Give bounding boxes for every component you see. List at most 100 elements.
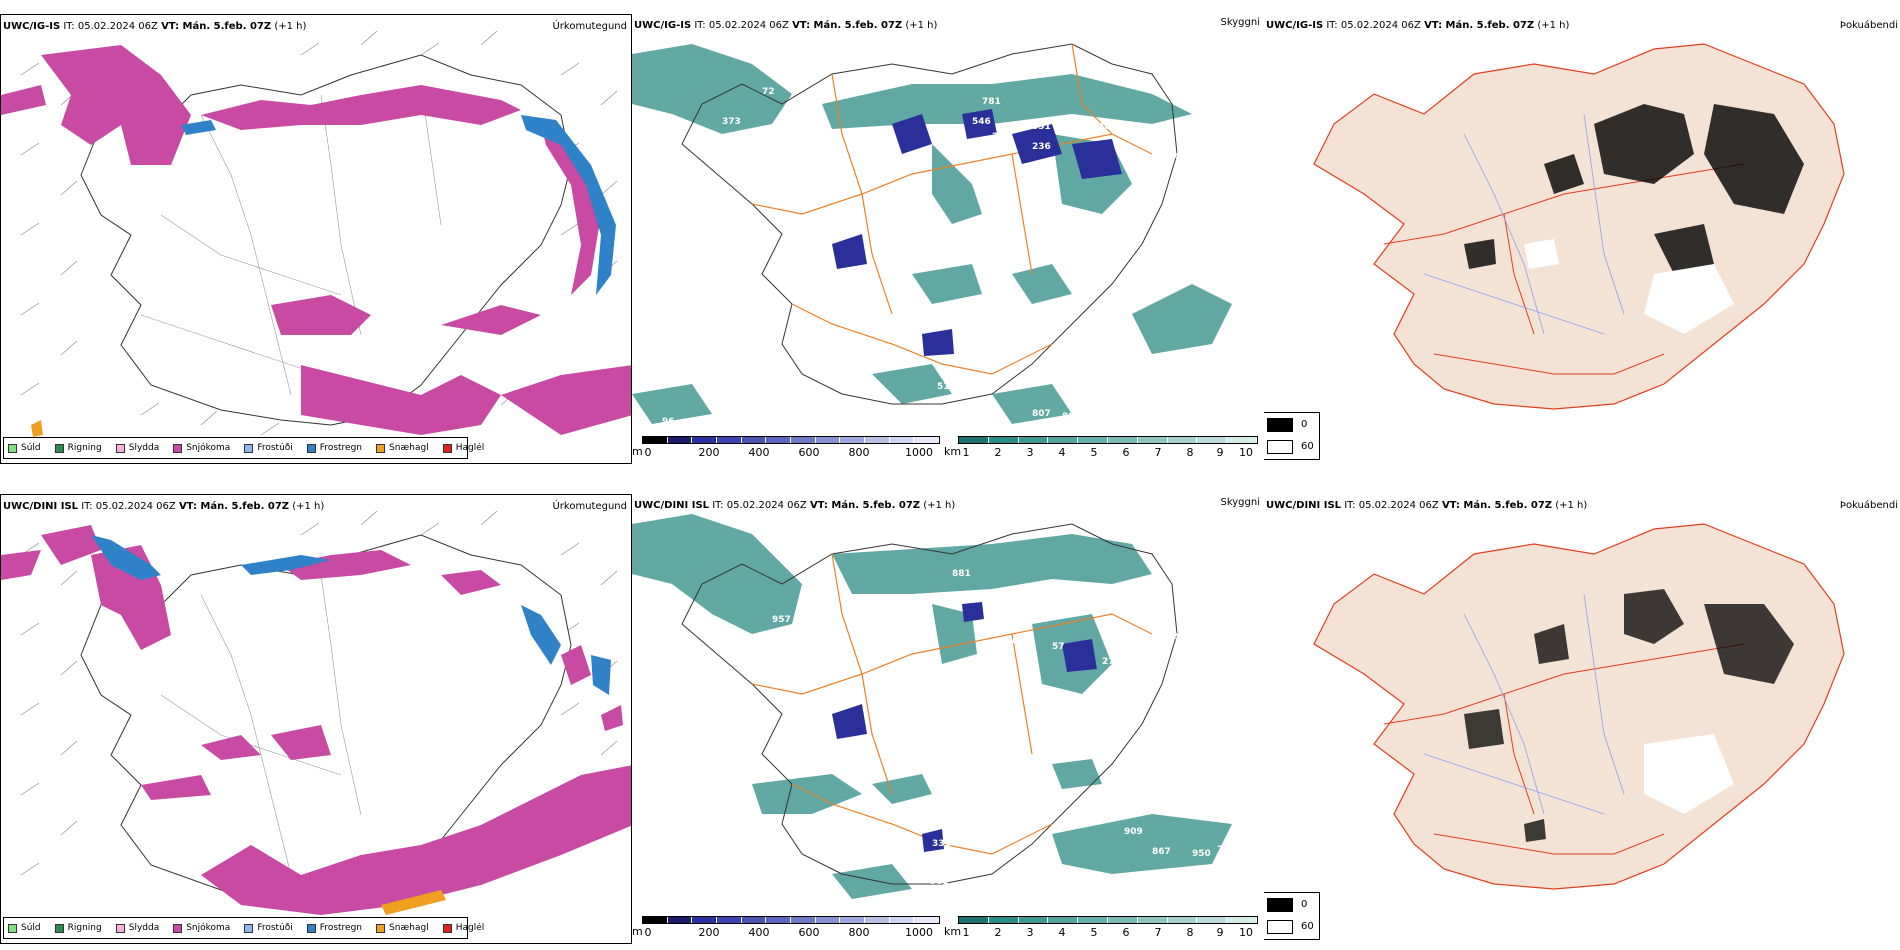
- fog-index-legend: 0 60: [1264, 412, 1320, 460]
- colorbar-segment: [1078, 437, 1108, 443]
- colorbar-segment: [815, 917, 841, 923]
- panel-variable-name: Þokuábendi: [1839, 20, 1898, 31]
- colorbar-segment: [865, 917, 890, 923]
- map-label: 110: [987, 187, 1006, 197]
- colorbar-segment: [1018, 917, 1049, 923]
- panel-variable-name: Úrkomutegund: [552, 501, 627, 512]
- colorbar-segment: [717, 437, 742, 443]
- freezing-rain-areas: [91, 535, 611, 695]
- precip-type-legend: Súld Rigning Slydda Snjókoma Frostúði Fr…: [3, 917, 484, 939]
- high-fog-index-areas: [1644, 734, 1734, 814]
- legend-item: Slydda: [115, 443, 159, 453]
- legend-item: Haglél: [442, 443, 484, 453]
- legend-item: Súld: [8, 923, 41, 933]
- map-label: 24: [1172, 632, 1185, 642]
- colorbar-segment: [840, 437, 866, 443]
- low-fog-index-areas: [1464, 104, 1804, 274]
- legend-item: Snjókoma: [173, 443, 230, 453]
- colorbar-segment: [791, 437, 816, 443]
- colorbar-segment: [914, 437, 940, 443]
- map-label: 554: [1162, 152, 1181, 162]
- panel-title: UWC/IG-IS IT: 05.02.2024 06Z VT: Mán. 5.…: [3, 21, 307, 32]
- map-label: 236: [1032, 142, 1051, 152]
- colorbar-segment: [766, 437, 792, 443]
- map-label: 57: [1052, 642, 1065, 652]
- map-label: 870: [1007, 887, 1026, 897]
- map-label: 27: [1102, 657, 1115, 667]
- cloud-visibility-panel-row1: UWC/IG-IS IT: 05.02.2024 06Z VT: Mán. 5.…: [632, 14, 1264, 464]
- fog-index-panel-row2: UWC/DINI ISL IT: 05.02.2024 06Z VT: Mán.…: [1264, 494, 1900, 944]
- precip-map: [1, 510, 631, 915]
- map-label: 546: [972, 117, 991, 127]
- colorbar-segment: [643, 437, 668, 443]
- colorbar-segment: [959, 437, 989, 443]
- iceland-outline: [681, 43, 1178, 405]
- colorbar-segment: [815, 437, 841, 443]
- legend-item: Haglél: [442, 923, 484, 933]
- map-label: 886: [1062, 412, 1081, 422]
- panel-title: UWC/IG-IS IT: 05.02.2024 06Z VT: Mán. 5.…: [1266, 20, 1570, 31]
- colorbar-segment: [1167, 917, 1198, 923]
- precip-type-legend: Súld Rigning Slydda Snjókoma Frostúði Fr…: [3, 437, 484, 459]
- map-label: 792: [1217, 845, 1236, 855]
- map-label: 781: [982, 97, 1001, 107]
- colorbar-segment: [959, 917, 989, 923]
- map-label: 340: [1092, 122, 1111, 132]
- legend-item: Snjókoma: [173, 923, 230, 933]
- panel-variable-name: Þokuábendi: [1839, 500, 1898, 511]
- map-label: 517: [937, 382, 956, 392]
- map-label: 96: [662, 417, 675, 427]
- map-label: 867: [1152, 847, 1171, 857]
- colorbar-segment: [717, 917, 742, 923]
- fog-index-legend: 0 60: [1264, 892, 1320, 940]
- legend-item: Rigning: [54, 443, 102, 453]
- colorbar-segment: [692, 437, 718, 443]
- colorbar-segment: [667, 437, 693, 443]
- map-label: 291: [1132, 137, 1151, 147]
- colorbar-segment: [1167, 437, 1198, 443]
- colorbar-segment: [1107, 437, 1138, 443]
- colorbar-segment: [988, 917, 1019, 923]
- map-label: 351: [1032, 122, 1051, 132]
- rivers: [140, 84, 442, 396]
- colorbar-segment: [766, 917, 792, 923]
- ice-pellets-areas: [381, 890, 446, 915]
- roads: [751, 553, 1153, 855]
- map-label: 950: [1192, 849, 1211, 859]
- iceland-outline: [80, 54, 572, 426]
- colorbar-segment: [889, 917, 915, 923]
- precip-type-panel-row1: UWC/IG-IS IT: 05.02.2024 06Z VT: Mán. 5.…: [0, 14, 632, 464]
- colorbar-segment: [1137, 917, 1168, 923]
- colorbar-segment: [741, 437, 767, 443]
- panel-variable-name: Skyggni: [1220, 497, 1260, 508]
- colorbar-segment: [692, 917, 718, 923]
- colorbar-segment: [741, 917, 767, 923]
- roads: [1383, 643, 1745, 855]
- cloud-visibility-map: 72 373 595 781 546 286 351 340 291 554 1…: [632, 43, 1232, 427]
- colorbar-segment: [1227, 437, 1257, 443]
- colorbar-segment: [889, 437, 915, 443]
- rivers: [1423, 113, 1625, 335]
- panel-variable-name: Skyggni: [1220, 17, 1260, 28]
- map-label: 807: [1032, 409, 1051, 419]
- cloud-base-labels: 881 957 132 496 760 266 24 62 57 27 331 …: [772, 569, 1236, 897]
- cloud-base-labels: 72 373 595 781 546 286 351 340 291 554 1…: [662, 87, 1231, 427]
- colorbar-segment: [865, 437, 890, 443]
- fog-index-panel-row1: UWC/IG-IS IT: 05.02.2024 06Z VT: Mán. 5.…: [1264, 14, 1900, 464]
- cloud-base-colorbar: m 0 200 400 600 800 1000: [632, 916, 942, 944]
- map-label: 431: [1212, 397, 1231, 407]
- fog-map: [1313, 43, 1845, 410]
- colorbar-segment: [791, 917, 816, 923]
- map-label: 154: [972, 172, 991, 182]
- map-label: 760: [1097, 617, 1116, 627]
- panel-title: UWC/DINI ISL IT: 05.02.2024 06Z VT: Mán.…: [3, 501, 325, 512]
- ice-pellets-areas: [31, 420, 43, 437]
- legend-item: Frostúði: [244, 923, 293, 933]
- map-label: 595: [772, 147, 791, 157]
- map-label: 888: [1152, 392, 1171, 402]
- legend-item: Snæhagl: [376, 923, 429, 933]
- colorbar-segment: [1048, 437, 1079, 443]
- map-label: 881: [952, 569, 971, 579]
- rivers: [1423, 593, 1625, 815]
- map-label: 373: [722, 117, 741, 127]
